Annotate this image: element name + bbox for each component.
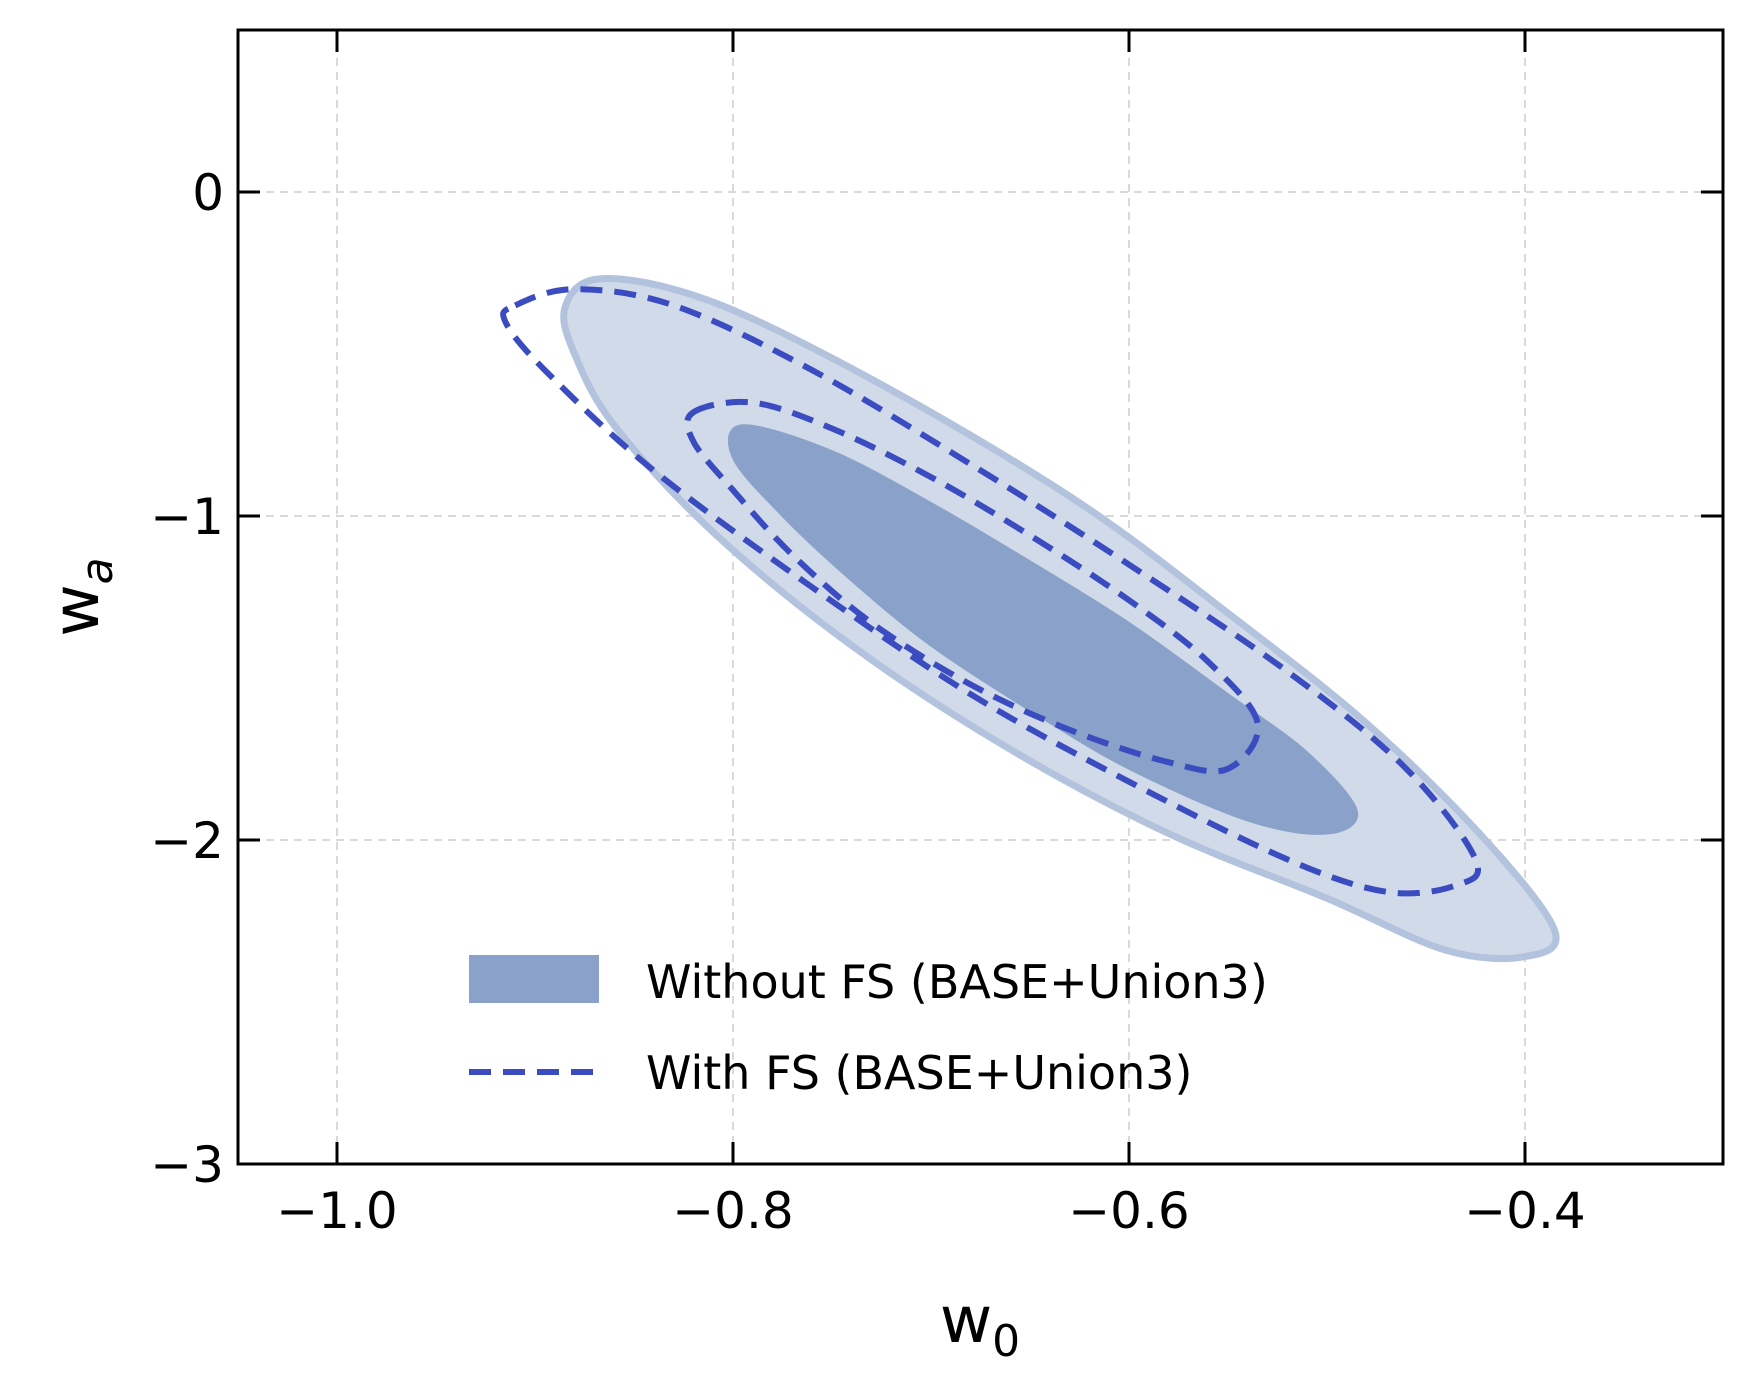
contour-without-fs-68 (727, 424, 1359, 835)
plot-frame (236, 28, 1725, 1166)
x-axis-label-main: w (940, 1284, 992, 1358)
y-tick-label: −3 (150, 1136, 224, 1194)
x-tick-label: −0.6 (1068, 1182, 1189, 1240)
legend-label-without-fs: Without FS (BASE+Union3) (646, 955, 1268, 1009)
legend-swatch-without-fs (469, 955, 599, 1003)
tick-labels: −1.0 −0.8 −0.6 −0.4 0 −1 −2 −3 (150, 164, 1585, 1240)
legend: Without FS (BASE+Union3) With FS (BASE+U… (469, 955, 1268, 1100)
x-axis-label: w0 (940, 1284, 1020, 1367)
x-axis-label-subscript: 0 (992, 1316, 1020, 1367)
y-axis-label-main: w (40, 584, 114, 636)
x-tick-label: −0.8 (672, 1182, 793, 1240)
y-tick-label: 0 (192, 164, 224, 222)
contour-with-fs-95 (500, 286, 1481, 897)
y-tick-label: −1 (150, 488, 224, 546)
contour-with-fs-68 (684, 398, 1261, 775)
x-tick-label: −0.4 (1464, 1182, 1585, 1240)
tick-marks (238, 30, 1723, 1166)
y-axis-label-subscript: a (72, 557, 123, 584)
x-tick-label: −1.0 (276, 1182, 397, 1240)
y-tick-label: −2 (150, 812, 224, 870)
legend-label-with-fs: With FS (BASE+Union3) (646, 1046, 1192, 1100)
contours-layer (500, 274, 1560, 963)
y-axis-label: wa (40, 557, 123, 636)
